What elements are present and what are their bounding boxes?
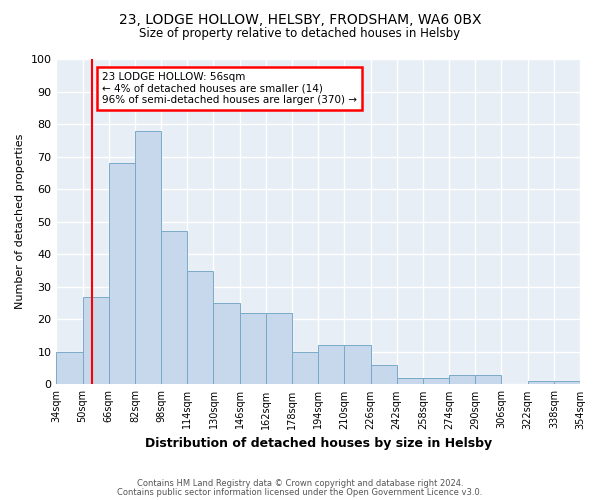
Bar bbox=[214, 303, 239, 384]
Text: 23 LODGE HOLLOW: 56sqm
← 4% of detached houses are smaller (14)
96% of semi-deta: 23 LODGE HOLLOW: 56sqm ← 4% of detached … bbox=[102, 72, 357, 105]
Bar bbox=[371, 365, 397, 384]
Text: 23, LODGE HOLLOW, HELSBY, FRODSHAM, WA6 0BX: 23, LODGE HOLLOW, HELSBY, FRODSHAM, WA6 … bbox=[119, 12, 481, 26]
Bar bbox=[423, 378, 449, 384]
X-axis label: Distribution of detached houses by size in Helsby: Distribution of detached houses by size … bbox=[145, 437, 492, 450]
Bar bbox=[161, 232, 187, 384]
Bar bbox=[266, 313, 292, 384]
Bar bbox=[109, 163, 135, 384]
Bar bbox=[554, 381, 580, 384]
Bar bbox=[292, 352, 318, 384]
Y-axis label: Number of detached properties: Number of detached properties bbox=[15, 134, 25, 310]
Bar bbox=[83, 296, 109, 384]
Text: Contains public sector information licensed under the Open Government Licence v3: Contains public sector information licen… bbox=[118, 488, 482, 497]
Bar bbox=[475, 374, 502, 384]
Bar bbox=[239, 313, 266, 384]
Text: Contains HM Land Registry data © Crown copyright and database right 2024.: Contains HM Land Registry data © Crown c… bbox=[137, 478, 463, 488]
Bar bbox=[56, 352, 83, 384]
Bar bbox=[135, 130, 161, 384]
Bar bbox=[344, 346, 371, 385]
Bar bbox=[187, 270, 214, 384]
Bar bbox=[449, 374, 475, 384]
Bar bbox=[318, 346, 344, 385]
Bar bbox=[527, 381, 554, 384]
Bar bbox=[397, 378, 423, 384]
Text: Size of property relative to detached houses in Helsby: Size of property relative to detached ho… bbox=[139, 28, 461, 40]
